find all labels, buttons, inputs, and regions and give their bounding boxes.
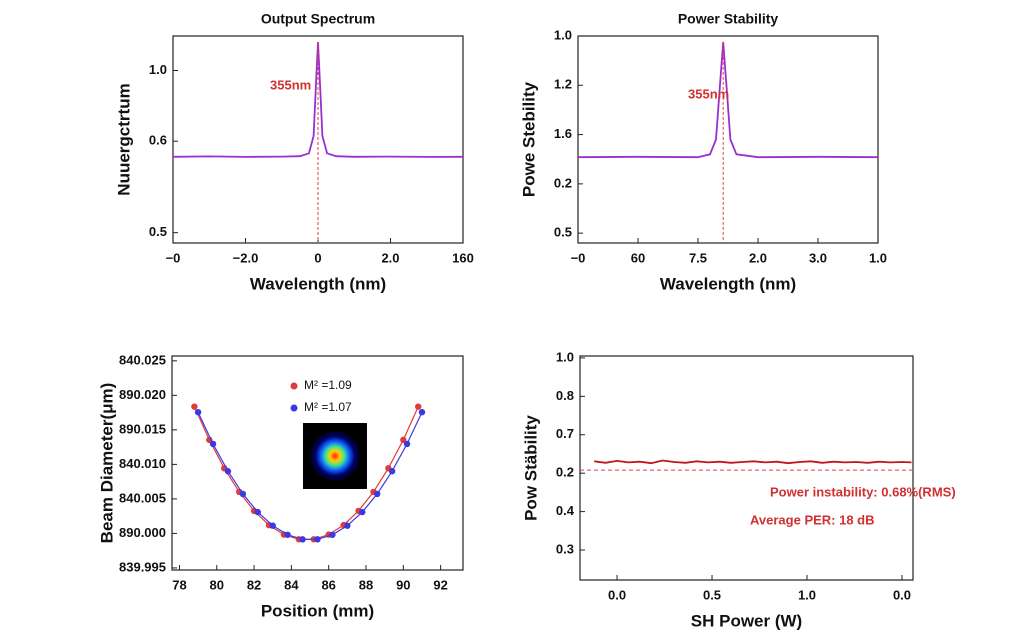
y-tick-label: 1.0 [149, 62, 167, 77]
point [403, 440, 411, 448]
y-axis-label: Powe Stebility [519, 81, 538, 197]
point [299, 536, 306, 543]
y-tick-label: 0.5 [554, 225, 572, 240]
y-tick-label: 0.5 [149, 224, 167, 239]
y-tick-label: 840.025 [119, 352, 166, 367]
x-tick-label: 7.5 [689, 250, 707, 265]
y-axis-label: Nuuergctrtum [114, 83, 133, 195]
y-tick-label: 1.2 [554, 77, 572, 92]
y-tick-label: 890.015 [119, 421, 166, 436]
series-line [197, 411, 423, 540]
y-tick-label: 840.005 [119, 490, 166, 505]
y-tick-label: 0.7 [556, 426, 574, 441]
y-tick-label: 839.995 [119, 559, 166, 574]
y-tick-label: 0.3 [556, 541, 574, 556]
annotation: Power instability: 0.68%(RMS) [770, 484, 956, 499]
x-tick-label: 92 [433, 577, 447, 592]
point [373, 490, 381, 498]
x-tick-label: 60 [631, 250, 645, 265]
x-tick-label: 1.0 [798, 587, 816, 602]
chart-title: Power Stability [678, 11, 779, 27]
series-line [172, 41, 464, 158]
annotation: Average PER: 18 dB [750, 512, 875, 527]
x-tick-label: 86 [321, 577, 335, 592]
chart-title: Output Spectrum [261, 11, 375, 27]
y-axis-label: Pow Stäbility [521, 415, 540, 521]
annotation: 355nm [270, 77, 311, 92]
x-tick-label: 1.0 [869, 250, 887, 265]
x-tick-label: 160 [452, 250, 474, 265]
x-axis-label: Position (mm) [261, 601, 374, 620]
x-tick-label: −2.0 [233, 250, 259, 265]
point [284, 531, 291, 538]
y-tick-label: 1.0 [554, 27, 572, 42]
x-tick-label: −0 [166, 250, 181, 265]
x-tick-label: 2.0 [749, 250, 767, 265]
y-tick-label: 1.0 [556, 349, 574, 364]
series-line [594, 459, 912, 465]
x-tick-label: 2.0 [381, 250, 399, 265]
point [191, 403, 198, 410]
plot-frame [171, 355, 464, 571]
point [254, 508, 262, 516]
x-tick-label: 82 [247, 577, 261, 592]
x-tick-label: 3.0 [809, 250, 827, 265]
y-tick-label: 840.010 [119, 456, 166, 471]
annotation: 355nm [688, 86, 729, 101]
x-tick-label: 0 [314, 250, 321, 265]
x-tick-label: 88 [359, 577, 373, 592]
legend-marker [290, 382, 298, 390]
point [388, 468, 396, 475]
x-tick-label: 0.5 [703, 587, 721, 602]
point [329, 531, 336, 538]
point [415, 403, 422, 410]
y-tick-label: 0.6 [149, 133, 167, 148]
legend-label: M² =1.07 [304, 400, 352, 414]
point [224, 468, 232, 475]
y-tick-label: 0.2 [554, 175, 572, 190]
point [418, 408, 426, 416]
x-tick-label: 80 [210, 577, 224, 592]
point [314, 536, 321, 543]
y-tick-label: 0.8 [556, 388, 574, 403]
x-tick-label: 0.0 [893, 587, 911, 602]
point [400, 436, 407, 444]
y-tick-label: 0.2 [556, 465, 574, 480]
x-tick-label: 78 [172, 577, 186, 592]
x-axis-label: Wavelength (nm) [660, 274, 796, 293]
point [359, 508, 366, 516]
beam-image [309, 430, 361, 482]
legend-marker [290, 404, 298, 412]
x-axis-label: SH Power (W) [691, 611, 802, 630]
series-line [577, 41, 879, 159]
x-tick-label: −0 [571, 250, 586, 265]
plot-frame [577, 35, 879, 244]
x-tick-label: 90 [396, 577, 410, 592]
point [209, 440, 217, 448]
y-tick-label: 0.4 [556, 503, 575, 518]
point [239, 490, 247, 498]
y-tick-label: 890.020 [119, 387, 166, 402]
x-axis-label: Wavelength (nm) [250, 274, 386, 293]
x-tick-label: 0.0 [608, 587, 626, 602]
y-tick-label: 1.6 [554, 126, 572, 141]
y-axis-label: Beam Diameter(μm) [97, 383, 116, 544]
legend-label: M² =1.09 [304, 378, 352, 392]
plot-frame [579, 355, 914, 581]
point [269, 522, 276, 529]
x-tick-label: 84 [284, 577, 299, 592]
point [194, 408, 202, 416]
point [344, 522, 351, 529]
y-tick-label: 890.000 [119, 525, 166, 540]
